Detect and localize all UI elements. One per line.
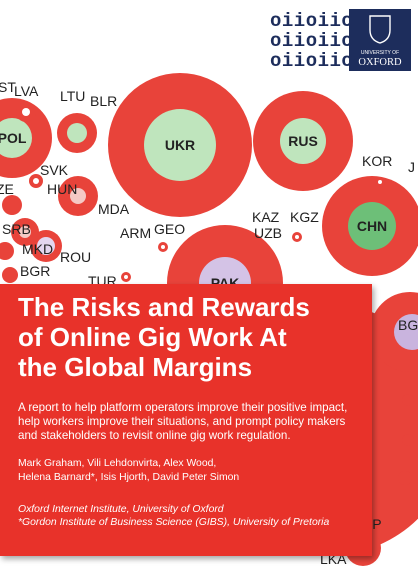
description-line: and stakeholders to revisit online gig w… [18, 429, 291, 442]
bubble-label: RUS [288, 133, 318, 149]
title-line: of Online Gig Work At [18, 322, 287, 352]
map-label: BGR [20, 263, 50, 279]
map-label: HUN [47, 181, 77, 197]
university-of: UNIVERSITY OF [361, 50, 399, 56]
bubble-label: POL [0, 130, 27, 146]
logos: oiioiioii oiioiioii oiioiioii UNIVERSITY… [270, 9, 411, 72]
description-line: A report to help platform operators impr… [18, 401, 347, 414]
map-label: LVA [14, 83, 39, 99]
title-line: the Global Margins [18, 352, 252, 382]
map-label: GEO [154, 221, 185, 237]
author-line: Mark Graham, Vili Lehdonvirta, Alex Wood… [18, 458, 216, 469]
map-label: ROU [60, 249, 91, 265]
map-label: KGZ [290, 209, 319, 225]
map-label: KAZ [252, 209, 280, 225]
affiliation-line: Oxford Internet Institute, University of… [18, 504, 225, 515]
map-label: UZB [254, 225, 282, 241]
crest [369, 15, 391, 44]
map-label: MKD [22, 241, 53, 257]
map-label: ZE [0, 181, 14, 197]
map-label: ARM [120, 225, 151, 241]
map-label: SRB [2, 221, 31, 237]
oxford-logo [349, 9, 411, 71]
title-line: The Risks and Rewards [18, 292, 310, 322]
map-label: BG [398, 317, 418, 333]
author-line: Helena Barnard*, Isis Hjorth, David Pete… [18, 472, 239, 483]
bubble-label: UKR [165, 137, 195, 153]
map-label: J [408, 159, 415, 175]
oxford: OXFORD [358, 57, 402, 68]
map-label: MDA [98, 201, 130, 217]
affiliation-line: *Gordon Institute of Business Science (G… [18, 517, 329, 528]
map-label: KOR [362, 153, 392, 169]
description-line: help workers improve their situations, a… [18, 415, 346, 428]
title-panel [0, 284, 372, 556]
map-label: ST [0, 79, 16, 95]
bubble-label: CHN [357, 218, 387, 234]
map-label: LTU [60, 88, 85, 104]
map-label: BLR [90, 93, 117, 109]
map-label: SVK [40, 162, 69, 178]
